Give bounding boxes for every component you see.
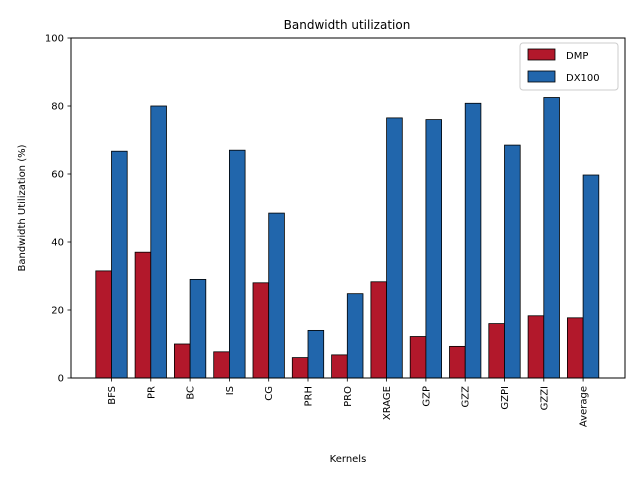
bar-dx100-gzp: [425, 119, 442, 379]
y-tick-label-100: 100: [45, 34, 64, 45]
bar-dmp-average: [567, 317, 584, 379]
x-tick-label-gzpi: GZPI: [500, 386, 511, 410]
x-tick-label-bc: BC: [186, 386, 197, 400]
legend: DMP DX100: [519, 42, 619, 91]
bar-dx100-prh: [307, 329, 325, 379]
bar-dx100-bc: [189, 278, 207, 379]
x-tick-label-xrage: XRAGE: [382, 386, 393, 420]
x-tick-label-prh: PRH: [304, 386, 315, 407]
legend-swatch-dmp: [527, 48, 556, 61]
legend-swatch-dx100: [527, 70, 556, 83]
x-axis-label: Kernels: [330, 454, 367, 465]
bar-dmp-pr: [134, 251, 152, 379]
bar-dmp-prh: [291, 357, 309, 379]
bar-dmp-bc: [173, 343, 191, 379]
x-tick-label-is: IS: [225, 386, 236, 395]
bar-dmp-pro: [331, 354, 348, 379]
bar-dmp-gzp: [409, 336, 427, 379]
x-tick-label-bfs: BFS: [107, 386, 118, 405]
bar-dmp-gzpi: [488, 323, 505, 379]
plot-frame: [70, 37, 626, 379]
bar-dmp-gzzi: [527, 315, 545, 379]
bar-dmp-is: [213, 351, 230, 379]
bar-dmp-cg: [252, 282, 270, 379]
legend-label-dx100: DX100: [566, 73, 600, 84]
bar-dx100-gzpi: [504, 144, 521, 379]
y-tick-label-20: 20: [51, 306, 64, 317]
bar-dx100-bfs: [111, 150, 128, 379]
legend-label-dmp: DMP: [566, 51, 588, 62]
x-tick-label-pr: PR: [146, 386, 157, 399]
x-tick-label-gzz: GZZ: [461, 386, 472, 408]
chart-title: Bandwidth utilization: [284, 18, 411, 32]
bar-dx100-pro: [346, 293, 364, 379]
x-axis: BFS PR BC IS CG PRH PRO XRAGE GZP GZZ GZPI GZZI Aver…: [107, 378, 590, 427]
x-tick-label-gzp: GZP: [421, 386, 432, 407]
bar-dx100-cg: [268, 212, 285, 379]
bar-dx100-pr: [150, 105, 167, 379]
bar-dmp-bfs: [95, 270, 112, 379]
bar-dx100-gzzi: [543, 97, 560, 379]
bar-dx100-gzz: [464, 102, 482, 379]
bar-dx100-is: [228, 149, 246, 379]
plot-area: [95, 97, 600, 379]
bar-dx100-xrage: [386, 117, 403, 379]
x-tick-label-cg: CG: [264, 386, 275, 401]
x-tick-label-gzzi: GZZI: [539, 386, 550, 410]
y-tick-label-60: 60: [51, 170, 64, 181]
y-tick-label-0: 0: [58, 374, 64, 385]
y-tick-label-80: 80: [51, 102, 64, 113]
x-tick-label-average: Average: [579, 386, 590, 427]
y-axis: 0 20 40 60 80 100: [45, 34, 71, 385]
x-tick-label-pro: PRO: [343, 386, 354, 407]
y-tick-label-40: 40: [51, 238, 64, 249]
bar-dmp-xrage: [370, 281, 387, 379]
bar-dmp-gzz: [449, 345, 466, 379]
y-axis-label: Bandwidth Utilization (%): [17, 144, 28, 271]
bar-dx100-average: [582, 174, 600, 379]
